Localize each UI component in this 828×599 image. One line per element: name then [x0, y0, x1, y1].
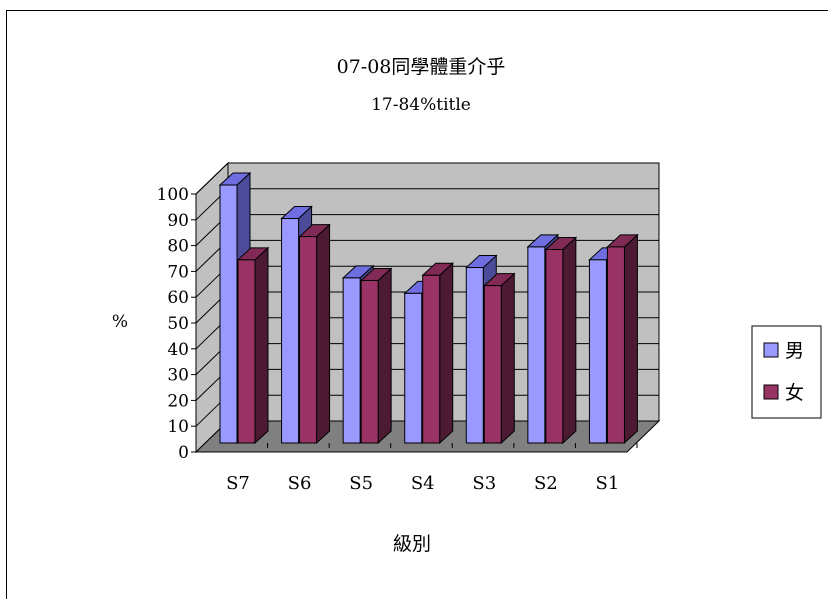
bar	[342, 277, 361, 444]
bar	[237, 259, 256, 444]
chart-frame	[6, 10, 828, 599]
legend-swatch	[763, 342, 779, 358]
bar-side	[500, 272, 515, 445]
bar-side	[254, 246, 269, 445]
y-tick-label: 0	[178, 443, 189, 463]
x-axis-label: 級別	[393, 533, 431, 555]
y-tick-label: 40	[167, 340, 189, 360]
bar-side	[623, 233, 638, 445]
y-axis-label: %	[112, 312, 128, 332]
bar	[527, 246, 546, 444]
bar-side	[377, 267, 392, 445]
x-tick-label: S7	[226, 473, 250, 494]
legend: 男女	[751, 325, 822, 419]
x-tick-label: S2	[534, 473, 558, 494]
legend-label: 女	[785, 382, 804, 404]
bar-side	[562, 236, 577, 445]
bar	[299, 236, 318, 444]
bar	[360, 279, 379, 444]
legend-swatch	[763, 384, 779, 400]
bar	[422, 274, 441, 444]
x-tick-label: S1	[596, 473, 620, 494]
x-tick-label: S5	[349, 473, 373, 494]
y-tick-label: 90	[167, 211, 189, 231]
bar	[545, 249, 564, 444]
bar-side	[316, 223, 331, 445]
bar	[219, 184, 238, 444]
legend-box	[751, 325, 822, 419]
legend-label: 男	[785, 340, 804, 362]
y-tick-label: 100	[157, 185, 189, 205]
bar-side	[439, 262, 454, 445]
x-tick-label: S6	[288, 473, 312, 494]
bar	[588, 259, 607, 444]
y-tick-label: 80	[167, 237, 189, 257]
bar	[606, 246, 625, 444]
y-tick-label: 50	[167, 314, 189, 334]
y-tick-label: 70	[167, 262, 189, 282]
bar	[483, 285, 502, 444]
x-tick-label: S3	[472, 473, 496, 494]
plot-area: 0 10 20 30 40 50 60 70 80 90 100 S7 S6 S5 S4 S3 S2 S1	[157, 161, 661, 494]
y-tick-label: 20	[167, 391, 189, 411]
bar	[404, 292, 423, 444]
y-tick-label: 10	[167, 417, 189, 437]
bar	[465, 267, 484, 444]
chart-title: 07-08同學體重介乎	[337, 56, 506, 78]
bar	[281, 218, 300, 444]
gridline	[195, 162, 659, 195]
chart-subtitle: 17-84%title	[371, 95, 471, 115]
y-tick-label: 60	[167, 288, 189, 308]
x-tick-label: S4	[411, 473, 435, 494]
y-tick-label: 30	[167, 366, 189, 386]
